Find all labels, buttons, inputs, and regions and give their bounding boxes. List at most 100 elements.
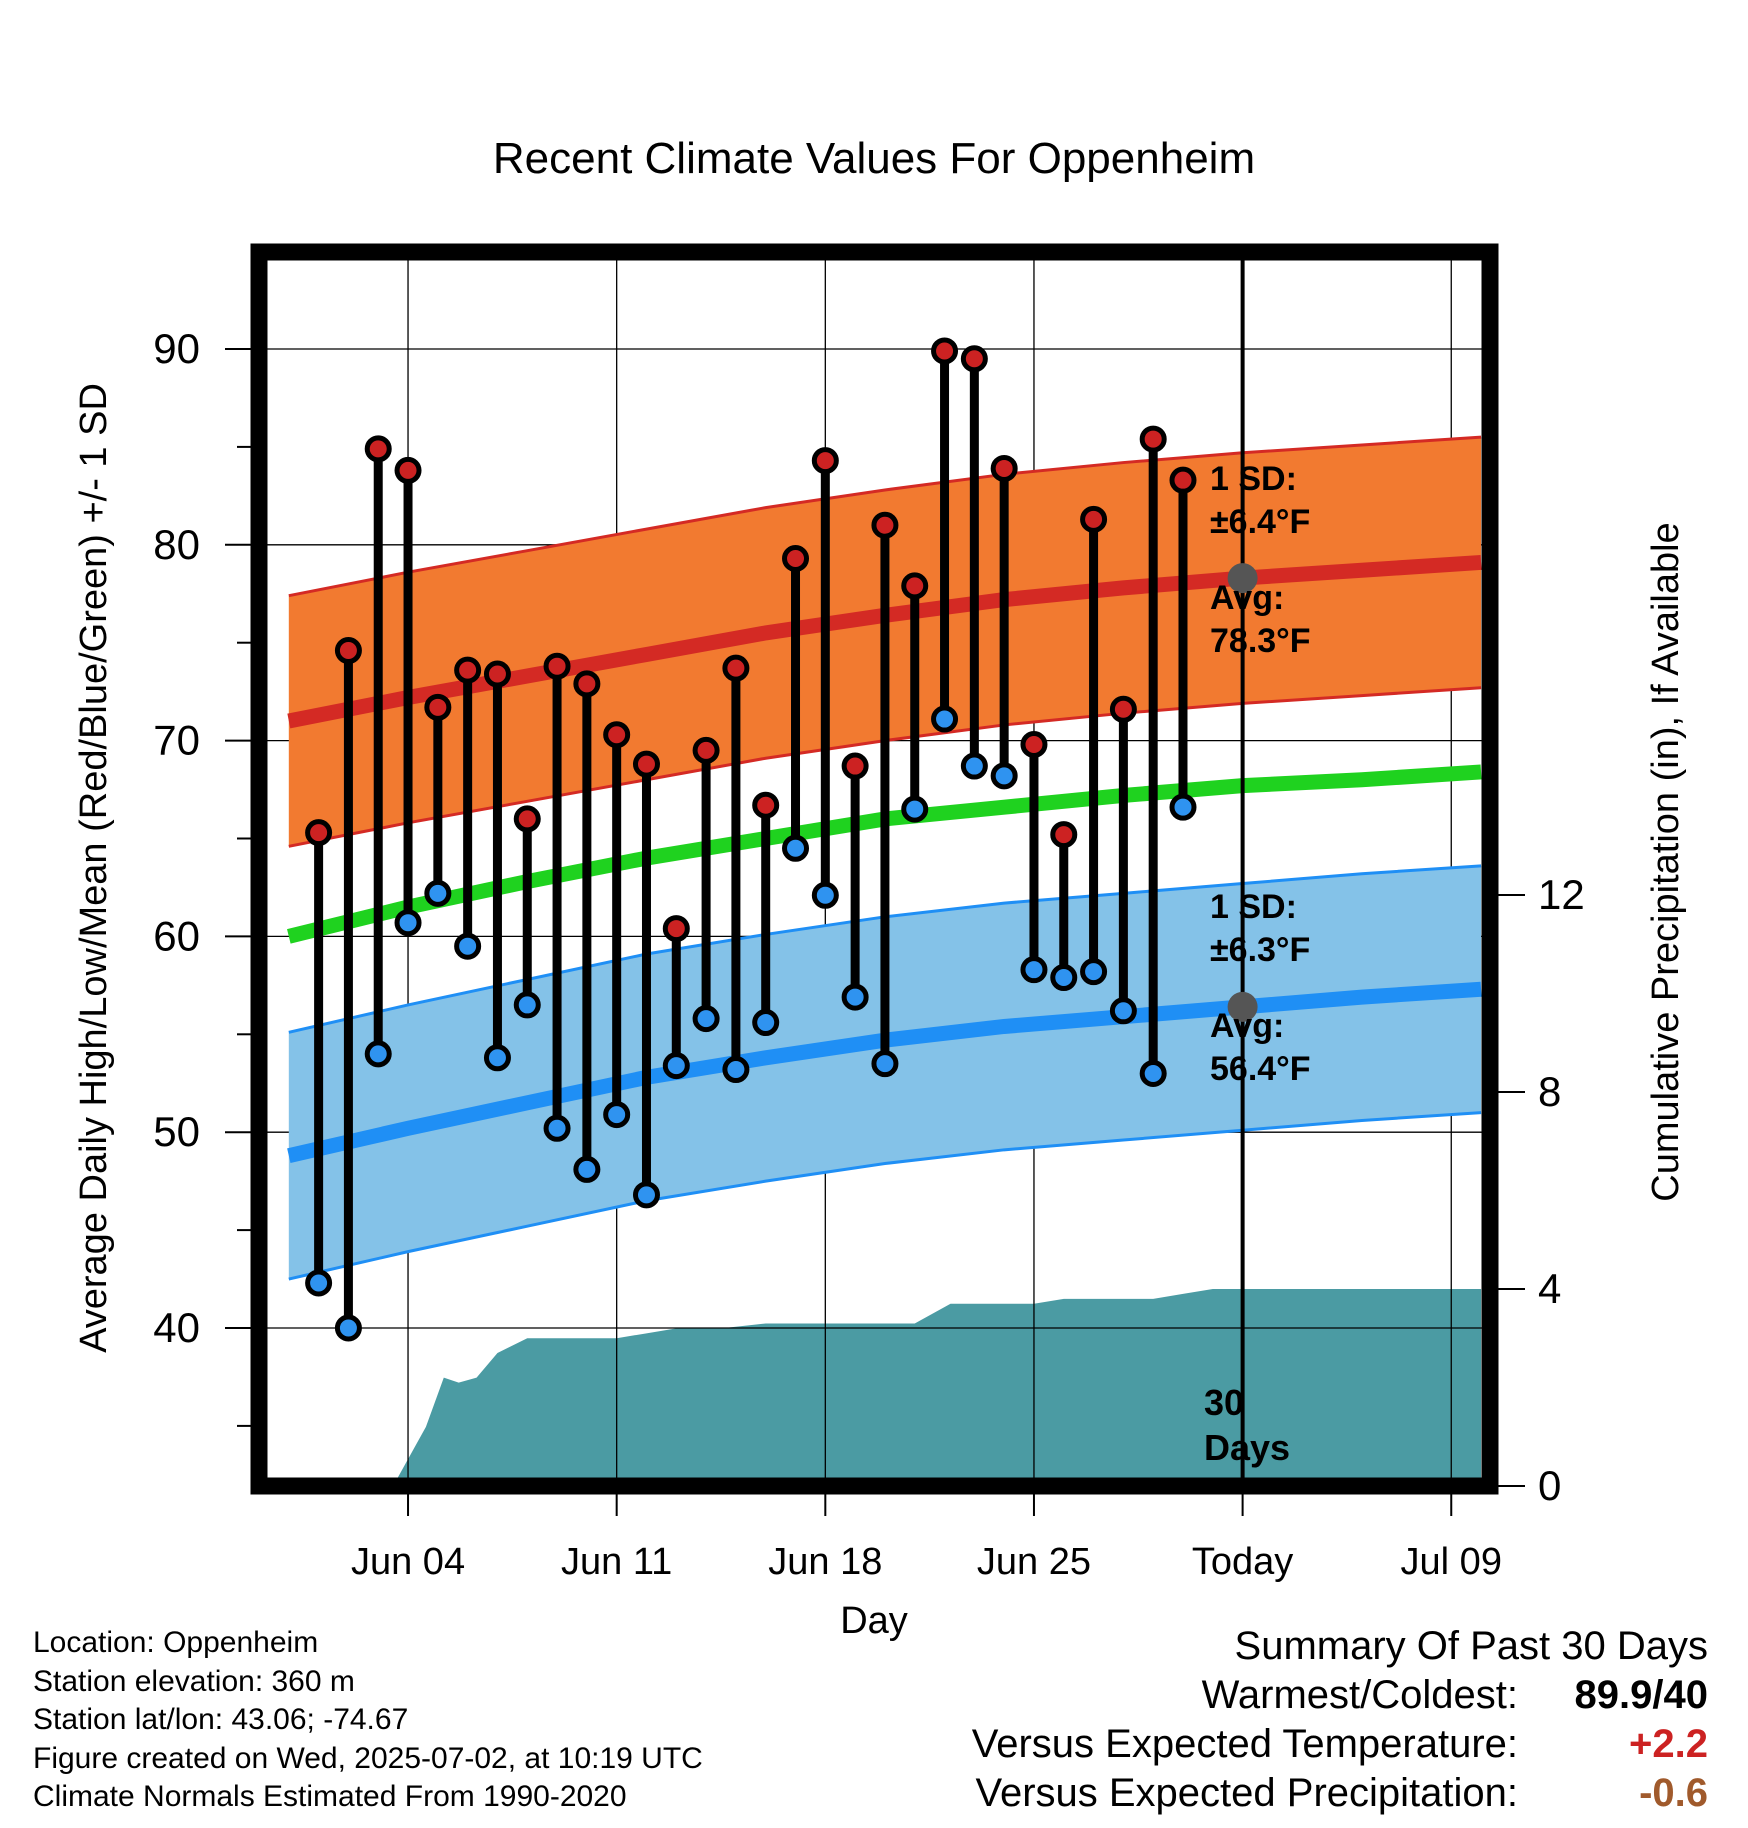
low-point-22 (931, 705, 959, 733)
warmest-coldest-value: 89.9/40 (1574, 1673, 1708, 1717)
elevation-text: Station elevation: 360 m (33, 1664, 355, 1698)
high-avg-label: Avg: (1210, 579, 1284, 617)
low-point-15 (722, 1056, 750, 1084)
low-point-17 (782, 834, 810, 862)
y-right-tick-label: 4 (1538, 1265, 1561, 1312)
summary-warmest-coldest: Warmest/Coldest: 89.9/40 (972, 1671, 1708, 1720)
y-left-tick-label: 60 (153, 912, 200, 959)
high-point-15 (722, 654, 750, 682)
low-point-5 (424, 879, 452, 907)
low-point-18 (811, 881, 839, 909)
high-point-19 (841, 752, 869, 780)
high-point-10 (573, 670, 601, 698)
temp-anomaly-value: +2.2 (1629, 1722, 1708, 1766)
high-point-5 (424, 693, 452, 721)
high-sd-label: 1 SD: (1210, 460, 1297, 498)
low-avg-value: 56.4°F (1210, 1050, 1311, 1088)
high-point-23 (960, 345, 988, 373)
created-text: Figure created on Wed, 2025-07-02, at 10… (33, 1741, 703, 1775)
high-point-21 (901, 572, 929, 600)
low-point-20 (871, 1050, 899, 1078)
y-left-tick-label: 80 (153, 521, 200, 568)
precip-layer (354, 1289, 1482, 1486)
today-days-count: 30 (1204, 1382, 1244, 1423)
high-point-7 (483, 660, 511, 688)
low-point-14 (692, 1005, 720, 1033)
precip-anomaly-label: Versus Expected Precipitation: (975, 1771, 1518, 1815)
high-point-20 (871, 511, 899, 539)
low-point-13 (662, 1052, 690, 1080)
y-axis-label-left: Average Daily High/Low/Mean (Red/Blue/Gr… (73, 383, 115, 1353)
summary-heading: Summary Of Past 30 Days (1234, 1624, 1708, 1668)
y-right-tick-label: 8 (1538, 1068, 1561, 1115)
observations-layer (305, 337, 1197, 1342)
x-tick-label: Jun 11 (561, 1541, 672, 1583)
today-avg-low-marker (1227, 991, 1258, 1022)
warmest-coldest-label: Warmest/Coldest: (1201, 1673, 1518, 1717)
high-point-12 (632, 750, 660, 778)
low-point-8 (513, 991, 541, 1019)
high-point-8 (513, 805, 541, 833)
low-point-7 (483, 1044, 511, 1072)
high-sd-band-upper-edge (288, 435, 1482, 598)
high-point-17 (782, 545, 810, 573)
high-point-9 (543, 652, 571, 680)
low-point-6 (454, 932, 482, 960)
low-point-1 (305, 1269, 333, 1297)
high-point-1 (305, 819, 333, 847)
high-point-30 (1169, 466, 1197, 494)
high-point-2 (334, 637, 362, 665)
y-left-tick-label: 70 (153, 717, 200, 764)
y-axis-label-right: Cumulative Precipitation (in), If Availa… (1645, 522, 1687, 1201)
today-avg-high-marker (1227, 563, 1258, 594)
location-text: Location: Oppenheim (33, 1626, 319, 1659)
axes-layer: 40 50 60 70 80 90 0 4 8 12 Jun 04 Jun 11 Jun 18 Jun 2… (153, 243, 1585, 1583)
high-point-14 (692, 736, 720, 764)
low-point-16 (752, 1009, 780, 1037)
high-avg-value: 78.3°F (1210, 622, 1311, 660)
low-sd-value: ±6.3°F (1210, 931, 1310, 969)
low-point-26 (1050, 964, 1078, 992)
x-axis-label: Day (840, 1600, 908, 1642)
low-point-3 (364, 1040, 392, 1068)
precip-area (354, 1289, 1482, 1486)
high-point-4 (394, 456, 422, 484)
y-left-tick-label: 50 (153, 1108, 200, 1155)
precip-anomaly-value: -0.6 (1639, 1771, 1708, 1815)
y-left-tick-label: 40 (153, 1304, 200, 1351)
low-point-21 (901, 795, 929, 823)
low-point-4 (394, 909, 422, 937)
high-point-16 (752, 791, 780, 819)
x-tick-label: Jun 18 (768, 1541, 882, 1583)
low-point-23 (960, 752, 988, 780)
chart-title: Recent Climate Values For Oppenheim (493, 134, 1255, 183)
y-right-tick-label: 12 (1538, 871, 1585, 918)
temp-anomaly-label: Versus Expected Temperature: (971, 1722, 1518, 1766)
low-sd-band-lower-edge (288, 1111, 1482, 1281)
high-point-3 (364, 435, 392, 463)
high-point-29 (1139, 425, 1167, 453)
high-point-24 (990, 454, 1018, 482)
low-point-24 (990, 762, 1018, 790)
summary-temp-anomaly: Versus Expected Temperature: +2.2 (972, 1720, 1708, 1769)
x-tick-label: Jul 09 (1401, 1541, 1502, 1583)
low-point-11 (603, 1101, 631, 1129)
plot-frame (250, 243, 1499, 1495)
high-sd-value: ±6.4°F (1210, 503, 1310, 541)
low-avg-label: Avg: (1210, 1007, 1284, 1045)
low-point-10 (573, 1155, 601, 1183)
y-right-tick-label: 0 (1538, 1462, 1561, 1509)
x-tick-label: Today (1192, 1541, 1293, 1583)
high-point-26 (1050, 821, 1078, 849)
low-point-25 (1020, 956, 1048, 984)
high-point-25 (1020, 731, 1048, 759)
low-point-2 (334, 1314, 362, 1342)
low-point-19 (841, 983, 869, 1011)
latlon-text: Station lat/lon: 43.06; -74.67 (33, 1703, 409, 1736)
low-point-27 (1080, 958, 1108, 986)
summary-panel: Summary Of Past 30 Days Warmest/Coldest:… (972, 1622, 1708, 1818)
today-days-unit: Days (1204, 1427, 1290, 1468)
normals-text: Climate Normals Estimated From 1990-2020 (33, 1780, 627, 1813)
high-point-27 (1080, 505, 1108, 533)
